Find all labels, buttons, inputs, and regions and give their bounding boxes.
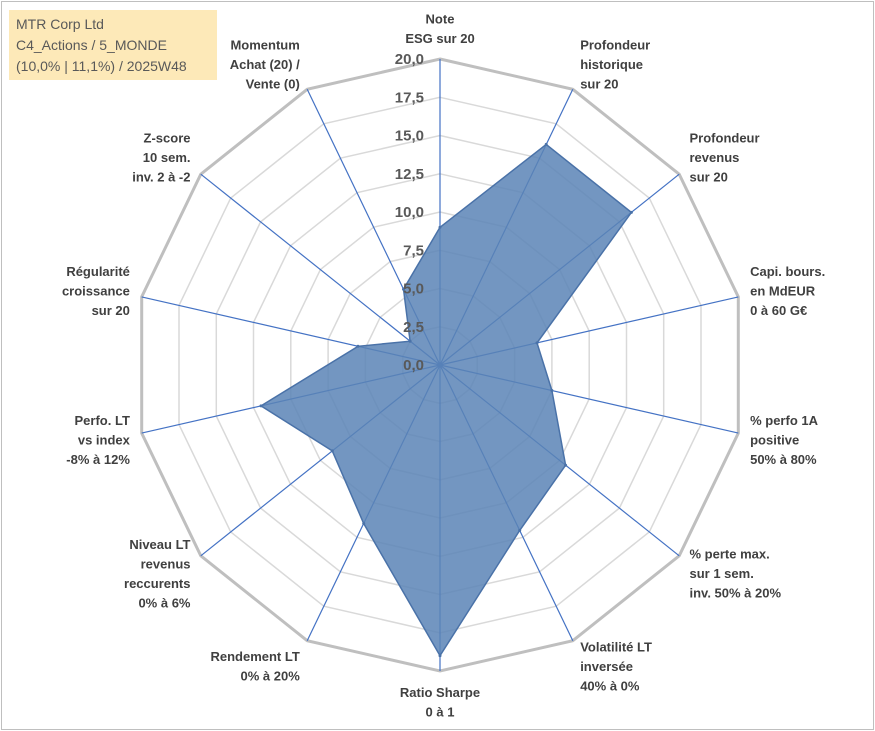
axis-label-line: Volatilité LT [580,639,652,654]
axis-label-line: Niveau LT [129,537,190,552]
data-point-9 [362,522,366,525]
tick-label-2: 5,0 [403,281,424,298]
data-point-7 [518,528,522,532]
axis-label-line: historique [580,57,643,72]
axis-label-line: croissance [62,284,130,299]
axis-label-11: Perfo. LT vs index -8% à 12% [66,413,130,467]
data-point-11 [259,404,263,408]
axis-label-line: 10 sem. [143,150,191,165]
data-point-10 [330,449,334,453]
axis-label-line: inversée [580,659,633,674]
axis-label-line: 50% à 80% [750,452,817,467]
axis-label-line: reccurents [124,576,190,591]
axis-label-line: Note [426,12,455,27]
axis-label-line: 0 à 1 [426,705,455,720]
axis-label-line: sur 1 sem. [690,566,754,581]
axis-label-line: Z-score [144,130,191,145]
axis-label-line: Profondeur [690,130,760,145]
axis-label-line: sur 20 [580,77,618,92]
axis-label-line: ESG sur 20 [405,31,474,46]
axis-label-line: Achat (20) / [230,57,300,72]
axis-label-line: vs index [78,432,131,447]
axis-spoke-13 [200,173,441,366]
axis-label-line: revenus [141,557,191,572]
axis-label-line: % perte max. [690,547,770,562]
axis-label-14: Momentum Achat (20) / Vente (0) [230,38,300,92]
axis-label-line: Vente (0) [246,77,300,92]
axis-label-line: % perfo 1A [750,413,819,428]
weights-and-week: (10,0% | 11,1%) / 2025W48 [16,58,187,74]
axis-label-1: Note ESG sur 20 [405,12,474,47]
data-point-3 [629,210,633,214]
axis-label-line: Rendement LT [210,649,299,664]
data-point-8 [438,654,442,658]
tick-label-8: 20,0 [395,51,424,68]
data-point-4 [535,341,539,345]
axis-label-4: Capi. bours. en MdEUR 0 à 60 G€ [750,264,825,318]
data-point-13 [408,339,412,343]
axis-label-line: sur 20 [690,169,728,184]
axis-label-12: Régularité croissance sur 20 [62,264,130,318]
data-point-5 [550,389,554,392]
tick-label-1: 2,5 [403,319,424,336]
tick-label-3: 7,5 [403,242,424,259]
axis-label-line: Ratio Sharpe [400,685,480,700]
info-box: MTR Corp Ltd C4_Actions / 5_MONDE (10,0%… [9,10,217,80]
tick-label-7: 17,5 [395,89,424,106]
company-name: MTR Corp Ltd [16,16,104,32]
axis-label-line: 0 à 60 G€ [750,303,807,318]
axis-label-10: Niveau LT revenus reccurents 0% à 6% [124,537,191,611]
axis-label-line: Momentum [230,38,299,53]
axis-label-line: en MdEUR [750,284,816,299]
portfolio-category: C4_Actions / 5_MONDE [16,37,167,53]
tick-label-5: 12,5 [395,166,424,183]
series-area-1 [259,143,633,658]
axis-label-13: Z-score 10 sem. inv. 2 à -2 [132,130,190,184]
axis-label-line: 0% à 6% [138,596,190,611]
axis-label-line: inv. 50% à 20% [690,586,782,601]
data-point-1 [438,225,442,229]
radar-series [259,142,633,658]
axis-label-line: revenus [690,150,740,165]
axis-label-line: Régularité [66,264,130,279]
axis-label-line: Perfo. LT [75,413,130,428]
data-point-12 [356,344,360,348]
axis-label-line: inv. 2 à -2 [132,169,190,184]
data-point-2 [544,142,548,146]
axis-label-line: positive [750,432,799,447]
axis-label-8: Ratio Sharpe 0 à 1 [400,685,480,720]
tick-label-6: 15,0 [395,128,424,145]
axis-label-line: -8% à 12% [66,452,130,467]
axis-label-line: 0% à 20% [241,669,301,684]
axis-label-2: Profondeur historique sur 20 [580,38,650,92]
axis-label-7: Volatilité LT inversée 40% à 0% [580,639,652,693]
tick-label-4: 10,0 [395,204,424,221]
axis-label-line: Profondeur [580,38,650,53]
tick-label-0: 0,0 [403,357,424,374]
axis-label-line: sur 20 [92,303,130,318]
axis-label-9: Rendement LT 0% à 20% [210,649,300,684]
radial-tick-labels: 0,0 2,5 5,0 7,5 10,0 12,5 15,0 17,5 20,0 [395,51,424,374]
data-point-6 [564,463,568,467]
axis-label-5: % perfo 1A positive 50% à 80% [750,413,819,467]
data-point-14 [402,287,405,291]
axis-labels: Note ESG sur 20 Profondeur historique sur 20… [62,12,825,720]
axis-label-line: 40% à 0% [580,678,640,693]
axis-label-6: % perte max. sur 1 sem. inv. 50% à 20% [690,547,782,601]
axis-label-3: Profondeur revenus sur 20 [690,130,760,184]
axis-label-line: Capi. bours. [750,264,825,279]
